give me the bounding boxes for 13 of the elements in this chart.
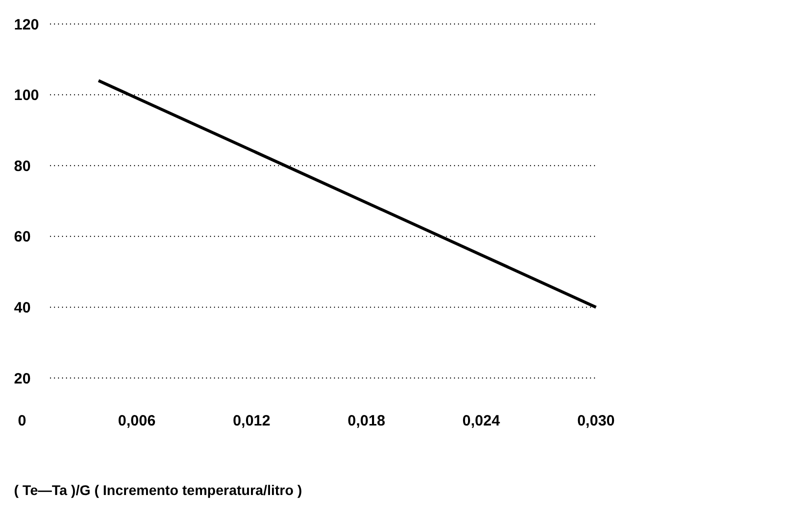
x-tick-label: 0,018 bbox=[348, 412, 386, 430]
x-tick-label: 0,030 bbox=[577, 412, 615, 430]
y-tick-label: 60 bbox=[14, 228, 31, 246]
y-tick-label: 40 bbox=[14, 299, 31, 316]
y-tick-label: 20 bbox=[14, 370, 31, 388]
x-tick-label: 0,024 bbox=[462, 412, 501, 430]
y-tick-label: 120 bbox=[14, 16, 40, 34]
x-axis-title: ( Te—Ta )/G ( Incremento temperatura/litro ) bbox=[14, 482, 302, 498]
x-tick-label: 0,006 bbox=[118, 412, 156, 430]
y-tick-label: 100 bbox=[14, 87, 40, 104]
y-tick-label: 80 bbox=[14, 158, 31, 175]
x-tick-label: 0,012 bbox=[232, 412, 270, 430]
x-tick-label: 0 bbox=[18, 412, 26, 430]
